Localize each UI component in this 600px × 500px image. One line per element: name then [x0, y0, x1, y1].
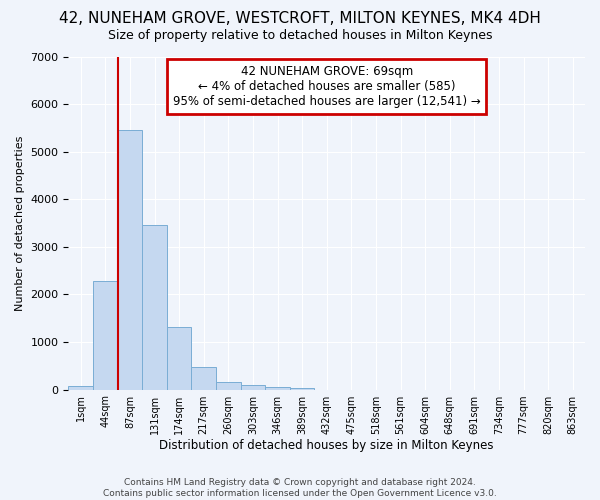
Bar: [118, 130, 142, 390]
X-axis label: Distribution of detached houses by size in Milton Keynes: Distribution of detached houses by size …: [160, 440, 494, 452]
Text: 42 NUNEHAM GROVE: 69sqm
← 4% of detached houses are smaller (585)
95% of semi-de: 42 NUNEHAM GROVE: 69sqm ← 4% of detached…: [173, 65, 481, 108]
Bar: [142, 226, 167, 390]
Bar: [68, 386, 93, 390]
Bar: [93, 281, 118, 390]
Text: Contains HM Land Registry data © Crown copyright and database right 2024.
Contai: Contains HM Land Registry data © Crown c…: [103, 478, 497, 498]
Bar: [265, 387, 290, 390]
Y-axis label: Number of detached properties: Number of detached properties: [15, 136, 25, 310]
Text: Size of property relative to detached houses in Milton Keynes: Size of property relative to detached ho…: [108, 29, 492, 42]
Bar: [241, 386, 265, 390]
Bar: [167, 327, 191, 390]
Bar: [216, 382, 241, 390]
Bar: [290, 388, 314, 390]
Text: 42, NUNEHAM GROVE, WESTCROFT, MILTON KEYNES, MK4 4DH: 42, NUNEHAM GROVE, WESTCROFT, MILTON KEY…: [59, 11, 541, 26]
Bar: [191, 367, 216, 390]
